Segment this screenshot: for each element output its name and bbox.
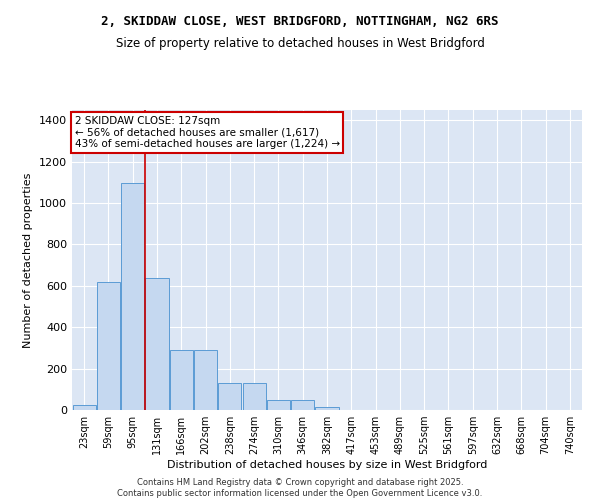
Bar (267, 400, 290, 410)
X-axis label: Distribution of detached houses by size in West Bridgford: Distribution of detached houses by size … (167, 460, 487, 470)
Text: 2 SKIDDAW CLOSE: 127sqm
← 56% of detached houses are smaller (1,617)
43% of semi: 2 SKIDDAW CLOSE: 127sqm ← 56% of detache… (74, 116, 340, 149)
Text: Contains HM Land Registry data © Crown copyright and database right 2025.
Contai: Contains HM Land Registry data © Crown c… (118, 478, 482, 498)
Text: 2, SKIDDAW CLOSE, WEST BRIDGFORD, NOTTINGHAM, NG2 6RS: 2, SKIDDAW CLOSE, WEST BRIDGFORD, NOTTIN… (101, 15, 499, 28)
Bar (194, 350, 217, 410)
Bar (73, 405, 95, 410)
Bar (170, 350, 193, 410)
Bar (97, 282, 120, 410)
Bar (218, 383, 241, 410)
Bar (316, 407, 338, 410)
Bar (121, 184, 144, 410)
Y-axis label: Number of detached properties: Number of detached properties (23, 172, 34, 348)
Bar (291, 400, 314, 410)
Bar (145, 278, 169, 410)
Bar (242, 383, 266, 410)
Text: Size of property relative to detached houses in West Bridgford: Size of property relative to detached ho… (116, 38, 484, 51)
